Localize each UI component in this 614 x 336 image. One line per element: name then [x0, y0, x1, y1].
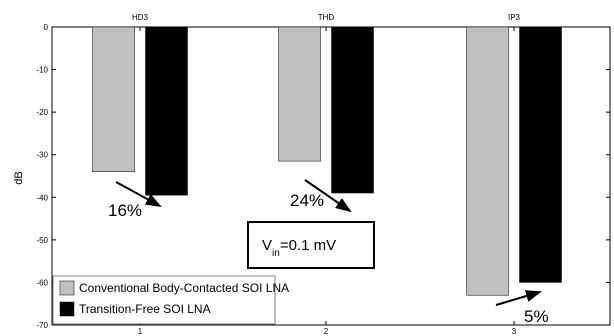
percent-label: 16% — [108, 201, 142, 220]
improvement-arrow — [304, 179, 352, 213]
vin-sub: in — [272, 248, 280, 259]
bar-transition-free — [145, 26, 188, 196]
legend: Conventional Body-Contacted SOI LNA Trans… — [52, 275, 289, 325]
percent-label: 24% — [290, 191, 324, 210]
vin-box: Vin=0.1 mV — [247, 221, 375, 269]
vin-box-frame — [247, 221, 375, 269]
y-tick-label: 0 — [44, 23, 49, 32]
category-label: IP3 — [508, 13, 521, 22]
bar-transition-free — [519, 26, 562, 283]
x-tick-label: 1 — [138, 327, 143, 336]
category-labels: HD3 THD IP3 — [132, 13, 521, 22]
legend-label: Conventional Body-Contacted SOI LNA — [79, 281, 289, 295]
y-axis-label: dB — [13, 171, 25, 184]
vin-label: Vin=0.1 mV — [262, 237, 336, 259]
y-tick-label: -40 — [36, 193, 48, 202]
bar-conventional — [92, 26, 135, 172]
legend-box — [52, 275, 276, 325]
y-tick-label: -20 — [36, 108, 48, 117]
bar-conventional — [278, 26, 321, 162]
y-tick-label: -10 — [36, 66, 48, 75]
y-tick-label: -70 — [36, 321, 48, 330]
category-label: HD3 — [132, 13, 149, 22]
vin-rest: =0.1 mV — [280, 237, 336, 254]
improvement-arrow — [115, 181, 162, 207]
vin-main: V — [262, 237, 272, 254]
bar-conventional — [466, 26, 509, 296]
percent-label: 5% — [524, 307, 549, 326]
improvement-arrow — [495, 290, 542, 306]
plot-frame — [51, 26, 611, 326]
legend-swatch — [59, 280, 75, 296]
y-tick-label: -60 — [36, 278, 48, 287]
x-tick-label: 2 — [324, 327, 329, 336]
y-tick-label: -30 — [36, 151, 48, 160]
tick-labels: 0 -10 -20 -30 -40 -50 -60 -70 1 2 3 — [36, 23, 516, 336]
bars — [92, 26, 562, 296]
x-tick-label: 3 — [512, 327, 517, 336]
y-tick-label: -50 — [36, 236, 48, 245]
annotations: 16% 24% 5% — [108, 179, 549, 326]
legend-swatch — [59, 301, 75, 317]
category-label: THD — [318, 13, 335, 22]
bar-transition-free — [331, 26, 374, 194]
legend-label: Transition-Free SOI LNA — [79, 302, 211, 316]
